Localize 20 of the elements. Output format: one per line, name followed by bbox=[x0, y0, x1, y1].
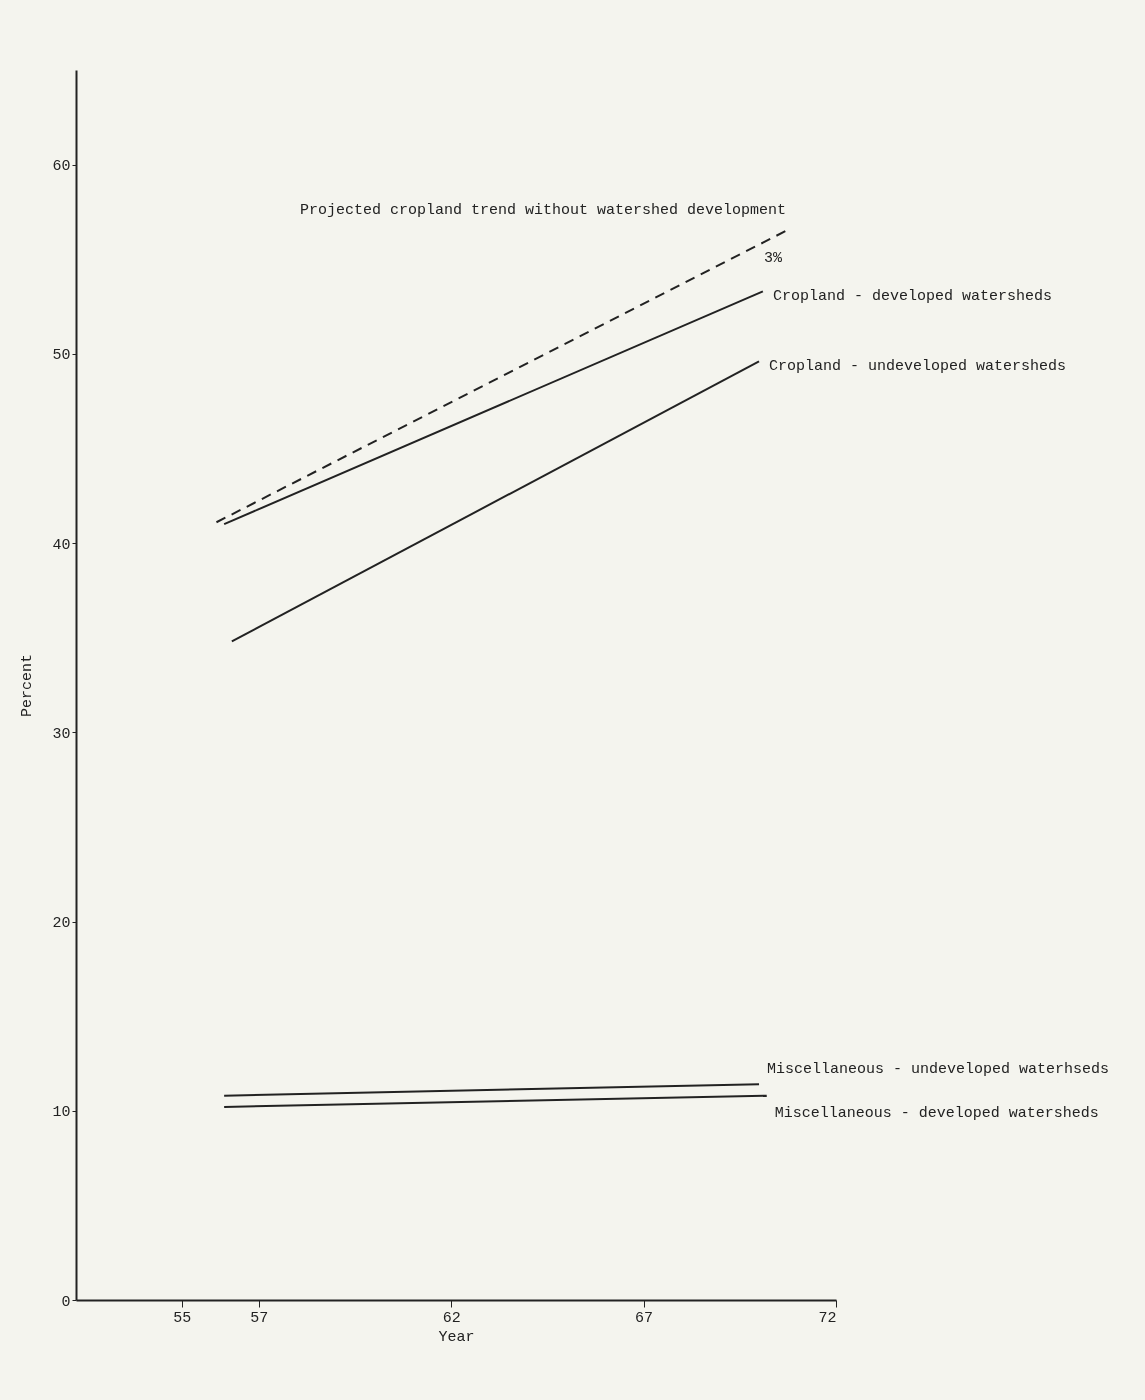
x-axis-title: Year bbox=[438, 1328, 475, 1346]
y-tick-label: 40 bbox=[52, 536, 71, 554]
y-tick-label: 60 bbox=[52, 158, 71, 176]
y-tick-label: 50 bbox=[52, 347, 71, 365]
annotation: 3% bbox=[763, 249, 783, 267]
y-tick-label: 10 bbox=[52, 1104, 71, 1122]
x-tick-label: 55 bbox=[173, 1309, 192, 1327]
series-label: Miscellaneous - developed watersheds bbox=[774, 1104, 1099, 1122]
y-tick-label: 30 bbox=[52, 725, 71, 743]
y-tick-label: 20 bbox=[52, 915, 71, 933]
y-tick-label: 0 bbox=[61, 1293, 71, 1311]
series-label: Projected cropland trend without watershed development bbox=[299, 201, 786, 219]
series-label: Miscellaneous - undeveloped waterhseds bbox=[767, 1061, 1110, 1079]
series-label: Cropland - undeveloped watersheds bbox=[769, 358, 1067, 376]
x-tick-label: 62 bbox=[442, 1309, 461, 1327]
y-axis-title: Percent bbox=[19, 653, 37, 718]
x-tick-label: 57 bbox=[250, 1309, 269, 1327]
x-tick-label: 72 bbox=[818, 1309, 837, 1327]
x-tick-label: 67 bbox=[635, 1309, 654, 1327]
series-label: Cropland - developed watersheds bbox=[772, 288, 1052, 306]
